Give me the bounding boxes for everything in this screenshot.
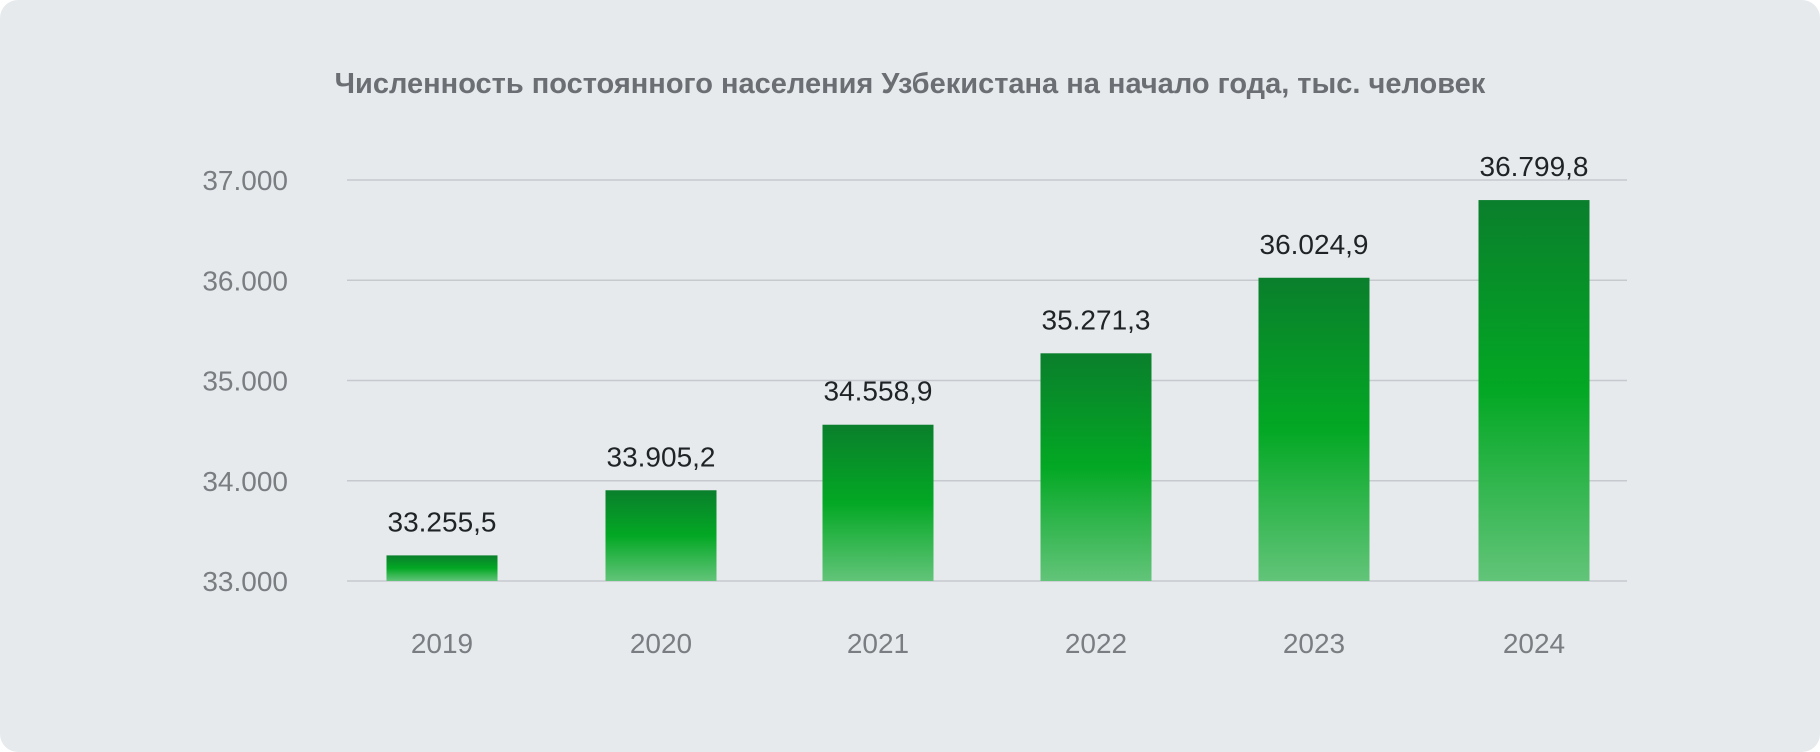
x-tick-label: 2021: [847, 628, 909, 659]
bar-2023: [1258, 277, 1370, 581]
data-label: 33.905,2: [607, 441, 716, 472]
data-label: 35.271,3: [1042, 304, 1151, 335]
bar-2020: [605, 490, 717, 581]
data-label: 34.558,9: [824, 376, 933, 407]
bar-2022: [1040, 353, 1152, 581]
y-tick-label: 33.000: [202, 566, 288, 597]
bar-2021: [822, 424, 934, 581]
y-tick-label: 36.000: [202, 265, 288, 296]
data-label: 36.024,9: [1260, 229, 1369, 260]
y-tick-label: 37.000: [202, 165, 288, 196]
bar-2024: [1478, 200, 1590, 581]
x-tick-label: 2023: [1283, 628, 1345, 659]
x-tick-label: 2022: [1065, 628, 1127, 659]
x-tick-label: 2019: [411, 628, 473, 659]
y-tick-label: 34.000: [202, 466, 288, 497]
x-tick-label: 2024: [1503, 628, 1565, 659]
data-label: 33.255,5: [388, 506, 497, 537]
bar-2019: [386, 555, 498, 581]
y-tick-label: 35.000: [202, 366, 288, 397]
data-label: 36.799,8: [1480, 151, 1589, 182]
chart-title: Численность постоянного населения Узбеки…: [335, 68, 1486, 100]
x-tick-label: 2020: [630, 628, 692, 659]
